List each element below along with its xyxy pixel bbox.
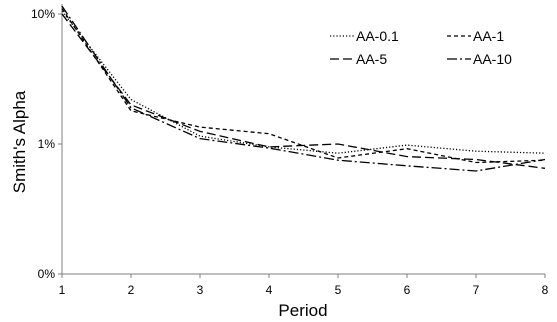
series-line-aa-5: [61, 13, 546, 169]
x-tick-label: 5: [335, 283, 342, 297]
x-tick-label: 2: [128, 283, 135, 297]
legend-label: AA-10: [473, 51, 512, 67]
y-axis-ticks: 10% 1% 0%: [31, 7, 62, 281]
legend-label: AA-0.1: [356, 28, 399, 44]
x-axis-title: Period: [278, 301, 327, 320]
legend-label: AA-1: [473, 28, 504, 44]
x-axis-ticks: 1 2 3 4 5 6 7 8: [59, 274, 549, 297]
legend-label: AA-5: [356, 51, 387, 67]
series-line-aa-0-1: [61, 10, 546, 154]
series-lines: [61, 5, 546, 172]
x-tick-label: 8: [542, 283, 549, 297]
x-tick-label: 1: [59, 283, 66, 297]
x-tick-label: 6: [404, 283, 411, 297]
legend: AA-0.1 AA-1 AA-5 AA-10: [330, 28, 512, 67]
x-tick-label: 3: [197, 283, 204, 297]
plot-area: [62, 4, 545, 274]
y-tick-label: 1%: [38, 137, 56, 151]
x-tick-label: 4: [266, 283, 273, 297]
x-tick-label: 7: [473, 283, 480, 297]
y-axis-title: Smith's Alpha: [10, 90, 29, 193]
y-tick-label: 10%: [31, 7, 55, 21]
y-tick-label: 0%: [38, 267, 56, 281]
series-line-aa-10: [61, 5, 546, 172]
